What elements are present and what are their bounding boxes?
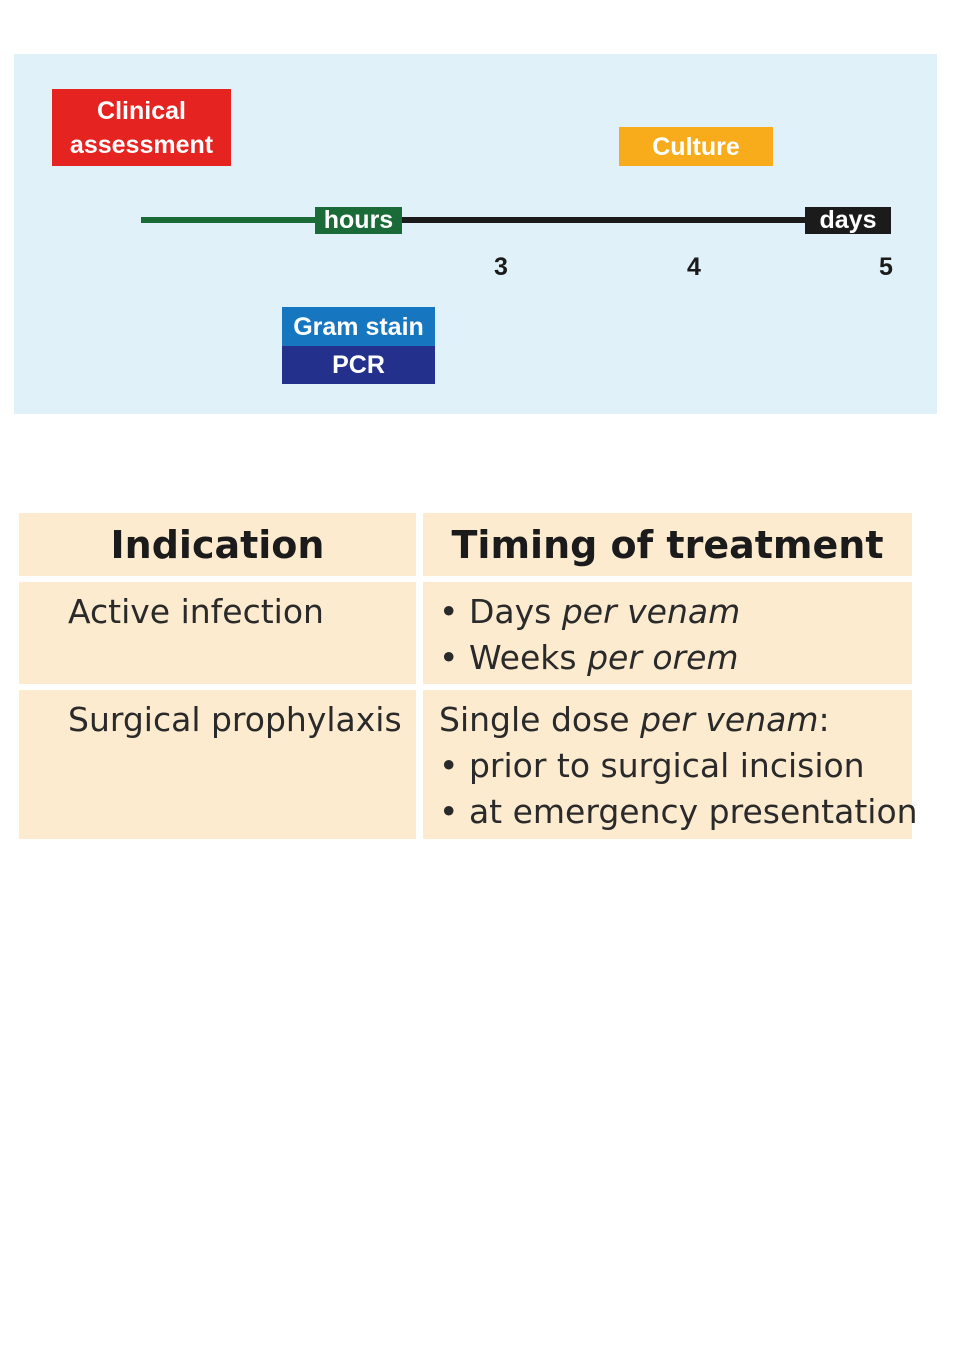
row-active-infection-timing: • Days per venam • Weeks per orem <box>423 582 912 684</box>
timing-text: • Days per venam • Weeks per orem <box>439 589 740 681</box>
timing-line-italic: per venam <box>640 700 819 739</box>
days-label: days <box>805 207 891 234</box>
timing-text: Single dose per venam: • prior to surgic… <box>439 697 918 835</box>
timing-line-pre: Single dose <box>439 700 641 739</box>
timing-line: Single dose per venam: <box>439 697 918 743</box>
clinical-assessment-box: Clinical assessment <box>52 89 231 166</box>
indication-text: Surgical prophylaxis <box>68 700 402 739</box>
timing-line-italic: per venam <box>561 592 741 631</box>
header-timing: Timing of treatment <box>423 513 912 576</box>
timing-line: • at emergency presentation <box>439 789 918 835</box>
timing-line-pre: • Weeks <box>439 638 588 677</box>
timing-line-italic: per orem <box>587 638 739 677</box>
tick-4: 4 <box>687 253 701 281</box>
clinical-line-2: assessment <box>69 130 214 159</box>
timing-line: • Weeks per orem <box>439 635 740 681</box>
timing-line-pre: • Days <box>439 592 562 631</box>
tick-3: 3 <box>494 253 508 281</box>
timing-line-pre: • prior to surgical incision <box>439 746 865 785</box>
pcr-box: PCR <box>282 346 435 384</box>
hours-label: hours <box>315 207 402 234</box>
culture-box: Culture <box>619 127 773 166</box>
timing-line-pre: • at emergency presentation <box>439 792 918 831</box>
indication-text: Active infection <box>68 592 324 631</box>
row-active-infection-indication: Active infection <box>19 582 416 684</box>
timing-line: • Days per venam <box>439 589 740 635</box>
row-surgical-prophylaxis-timing: Single dose per venam: • prior to surgic… <box>423 690 918 839</box>
header-indication: Indication <box>19 513 416 576</box>
hours-timeline-segment <box>141 217 317 223</box>
gram-stain-box: Gram stain <box>282 307 435 346</box>
timing-line-post: : <box>818 700 830 739</box>
timing-line: • prior to surgical incision <box>439 743 918 789</box>
row-surgical-prophylaxis-indication: Surgical prophylaxis <box>19 690 416 839</box>
days-timeline-segment <box>400 217 806 223</box>
clinical-line-1: Clinical <box>97 96 186 125</box>
tick-5: 5 <box>879 253 893 281</box>
